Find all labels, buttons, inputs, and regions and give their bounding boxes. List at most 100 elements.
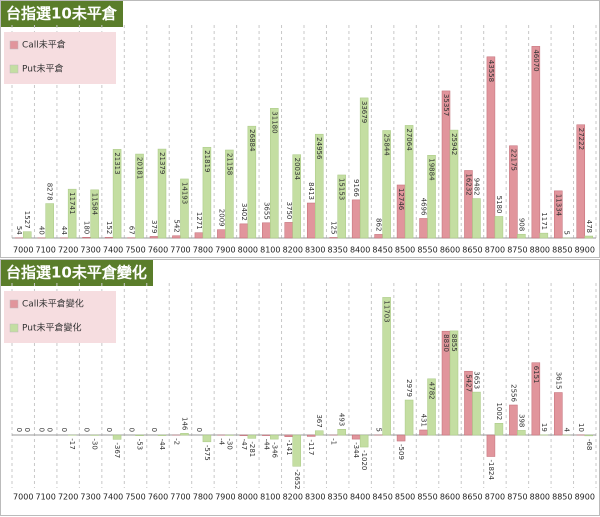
data-label: 4696 xyxy=(420,198,428,216)
bar xyxy=(225,149,234,239)
data-label: -30 xyxy=(91,438,99,449)
bar xyxy=(351,199,361,239)
data-label: 180 xyxy=(83,221,91,234)
bar xyxy=(509,145,518,239)
bar xyxy=(539,232,549,239)
data-label: 0 xyxy=(195,428,203,432)
bar xyxy=(112,149,122,239)
bar xyxy=(494,423,504,436)
data-label: 3402 xyxy=(240,203,248,221)
data-label: 152 xyxy=(105,221,113,234)
bar xyxy=(22,231,32,239)
bar xyxy=(359,434,369,448)
data-label: -281 xyxy=(248,441,256,457)
x-tick-label: 8600 xyxy=(440,246,460,255)
bar xyxy=(292,154,302,239)
legend-box xyxy=(4,32,116,84)
bar xyxy=(382,130,391,239)
data-label: 8855 xyxy=(450,334,458,352)
data-label: 11741 xyxy=(68,192,76,214)
data-label: 22175 xyxy=(509,149,517,171)
x-tick-label: 7400 xyxy=(103,493,123,502)
data-label: 0 xyxy=(105,428,113,432)
x-tick-label: 8450 xyxy=(372,246,392,255)
x-tick-label: 8550 xyxy=(417,493,437,502)
bar xyxy=(486,434,496,457)
data-label: 46070 xyxy=(532,49,540,71)
x-tick-label: 7900 xyxy=(215,246,235,255)
data-label: 35357 xyxy=(442,94,450,116)
bar xyxy=(306,202,316,239)
bar xyxy=(509,404,518,436)
data-label: 3750 xyxy=(285,202,293,220)
data-label: 862 xyxy=(375,218,383,231)
x-tick-label: 8550 xyxy=(417,246,437,255)
data-label: -47 xyxy=(240,439,248,450)
data-label: 44 xyxy=(60,226,68,235)
data-label: 12746 xyxy=(397,188,405,211)
data-label: 19 xyxy=(540,423,548,432)
x-tick-label: 8700 xyxy=(485,493,505,502)
bar xyxy=(112,434,122,440)
bar xyxy=(337,429,346,436)
data-label: 33679 xyxy=(360,101,368,123)
bar xyxy=(427,155,436,239)
data-label: -44 xyxy=(158,439,166,451)
data-label: -346 xyxy=(270,442,278,458)
legend-box xyxy=(4,291,116,343)
data-label: 0 xyxy=(38,428,46,432)
data-label: 54 xyxy=(15,226,23,235)
x-tick-label: 8100 xyxy=(260,246,280,255)
bar xyxy=(314,430,324,436)
data-label: 8830 xyxy=(442,334,450,352)
data-label: 5 xyxy=(562,231,570,235)
data-label: 67 xyxy=(128,226,136,235)
bar xyxy=(180,178,189,239)
x-tick-label: 8850 xyxy=(552,493,572,502)
bar xyxy=(329,237,338,239)
data-label: 1527 xyxy=(23,211,31,229)
data-label: 1171 xyxy=(540,212,548,230)
bar xyxy=(270,108,279,239)
data-label: -68 xyxy=(585,439,593,450)
legend-swatch xyxy=(9,299,19,309)
data-label: 0 xyxy=(128,428,136,432)
data-label: -30 xyxy=(225,438,233,449)
data-label: 146 xyxy=(180,417,188,431)
data-label: 11334 xyxy=(554,194,562,217)
bar xyxy=(494,216,504,239)
data-label: 9482 xyxy=(472,178,480,196)
bar xyxy=(270,434,279,440)
data-label: 367 xyxy=(315,414,323,427)
data-label: 0 xyxy=(23,428,31,432)
x-tick-label: 7400 xyxy=(103,246,123,255)
bar xyxy=(292,434,302,467)
bar xyxy=(374,234,383,239)
data-label: 0 xyxy=(60,428,68,432)
bar xyxy=(284,222,294,239)
bar xyxy=(584,235,594,239)
data-label: 21819 xyxy=(203,150,211,172)
legend-swatch xyxy=(9,64,19,74)
data-label: 398 xyxy=(517,414,525,427)
bar xyxy=(314,133,324,239)
bar xyxy=(172,235,181,239)
bar xyxy=(472,198,481,239)
bar xyxy=(584,434,594,437)
x-tick-label: 7600 xyxy=(148,493,168,502)
data-label: 908 xyxy=(517,218,525,231)
data-label: -1020 xyxy=(360,450,368,470)
data-label: 125 xyxy=(330,221,338,234)
data-label: 21158 xyxy=(225,153,233,175)
data-label: 20034 xyxy=(293,158,301,181)
data-label: -2652 xyxy=(293,469,301,489)
bar xyxy=(517,233,526,239)
x-tick-label: 8300 xyxy=(305,493,325,502)
x-tick-label: 8000 xyxy=(238,493,258,502)
bar xyxy=(149,236,159,239)
x-tick-label: 7500 xyxy=(125,493,145,502)
x-tick-label: 8850 xyxy=(552,246,572,255)
data-label: 0 xyxy=(83,428,91,432)
legend-swatch xyxy=(9,323,19,333)
data-label: 1271 xyxy=(195,212,203,230)
